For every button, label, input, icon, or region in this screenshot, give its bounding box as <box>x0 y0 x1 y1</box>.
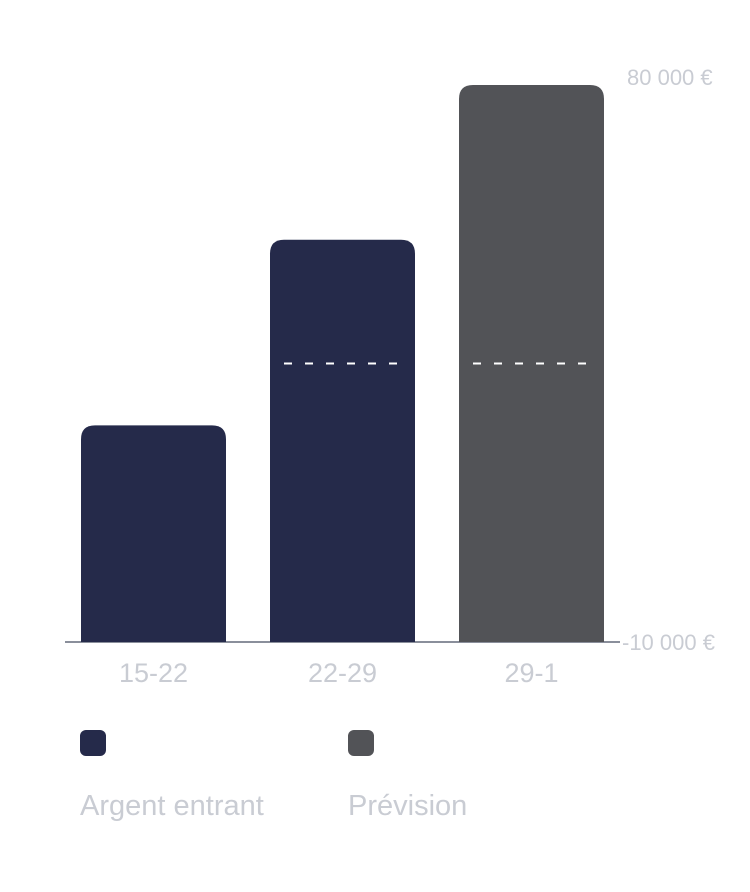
y-tick-label-min: -10 000 € <box>622 630 715 655</box>
x-tick-label-15-22: 15-22 <box>119 658 188 688</box>
y-tick-label-max: 80 000 € <box>627 65 713 90</box>
legend-item-forecast: Prévision <box>348 730 467 823</box>
x-tick-label-29-1: 29-1 <box>504 658 558 688</box>
legend-swatch-forecast <box>348 730 374 756</box>
legend-label-forecast: Prévision <box>348 790 468 822</box>
legend-label-incoming: Argent entrant <box>80 790 264 822</box>
x-tick-labels: 15-22 22-29 29-1 <box>119 658 559 688</box>
bars-group <box>81 85 604 642</box>
bar-22-29 <box>270 239 415 642</box>
legend-swatch-incoming <box>80 730 106 756</box>
x-tick-label-22-29: 22-29 <box>308 658 377 688</box>
bar-15-22 <box>81 425 226 642</box>
legend-item-incoming: Argent entrant <box>80 730 264 823</box>
bar-29-1 <box>459 85 604 642</box>
